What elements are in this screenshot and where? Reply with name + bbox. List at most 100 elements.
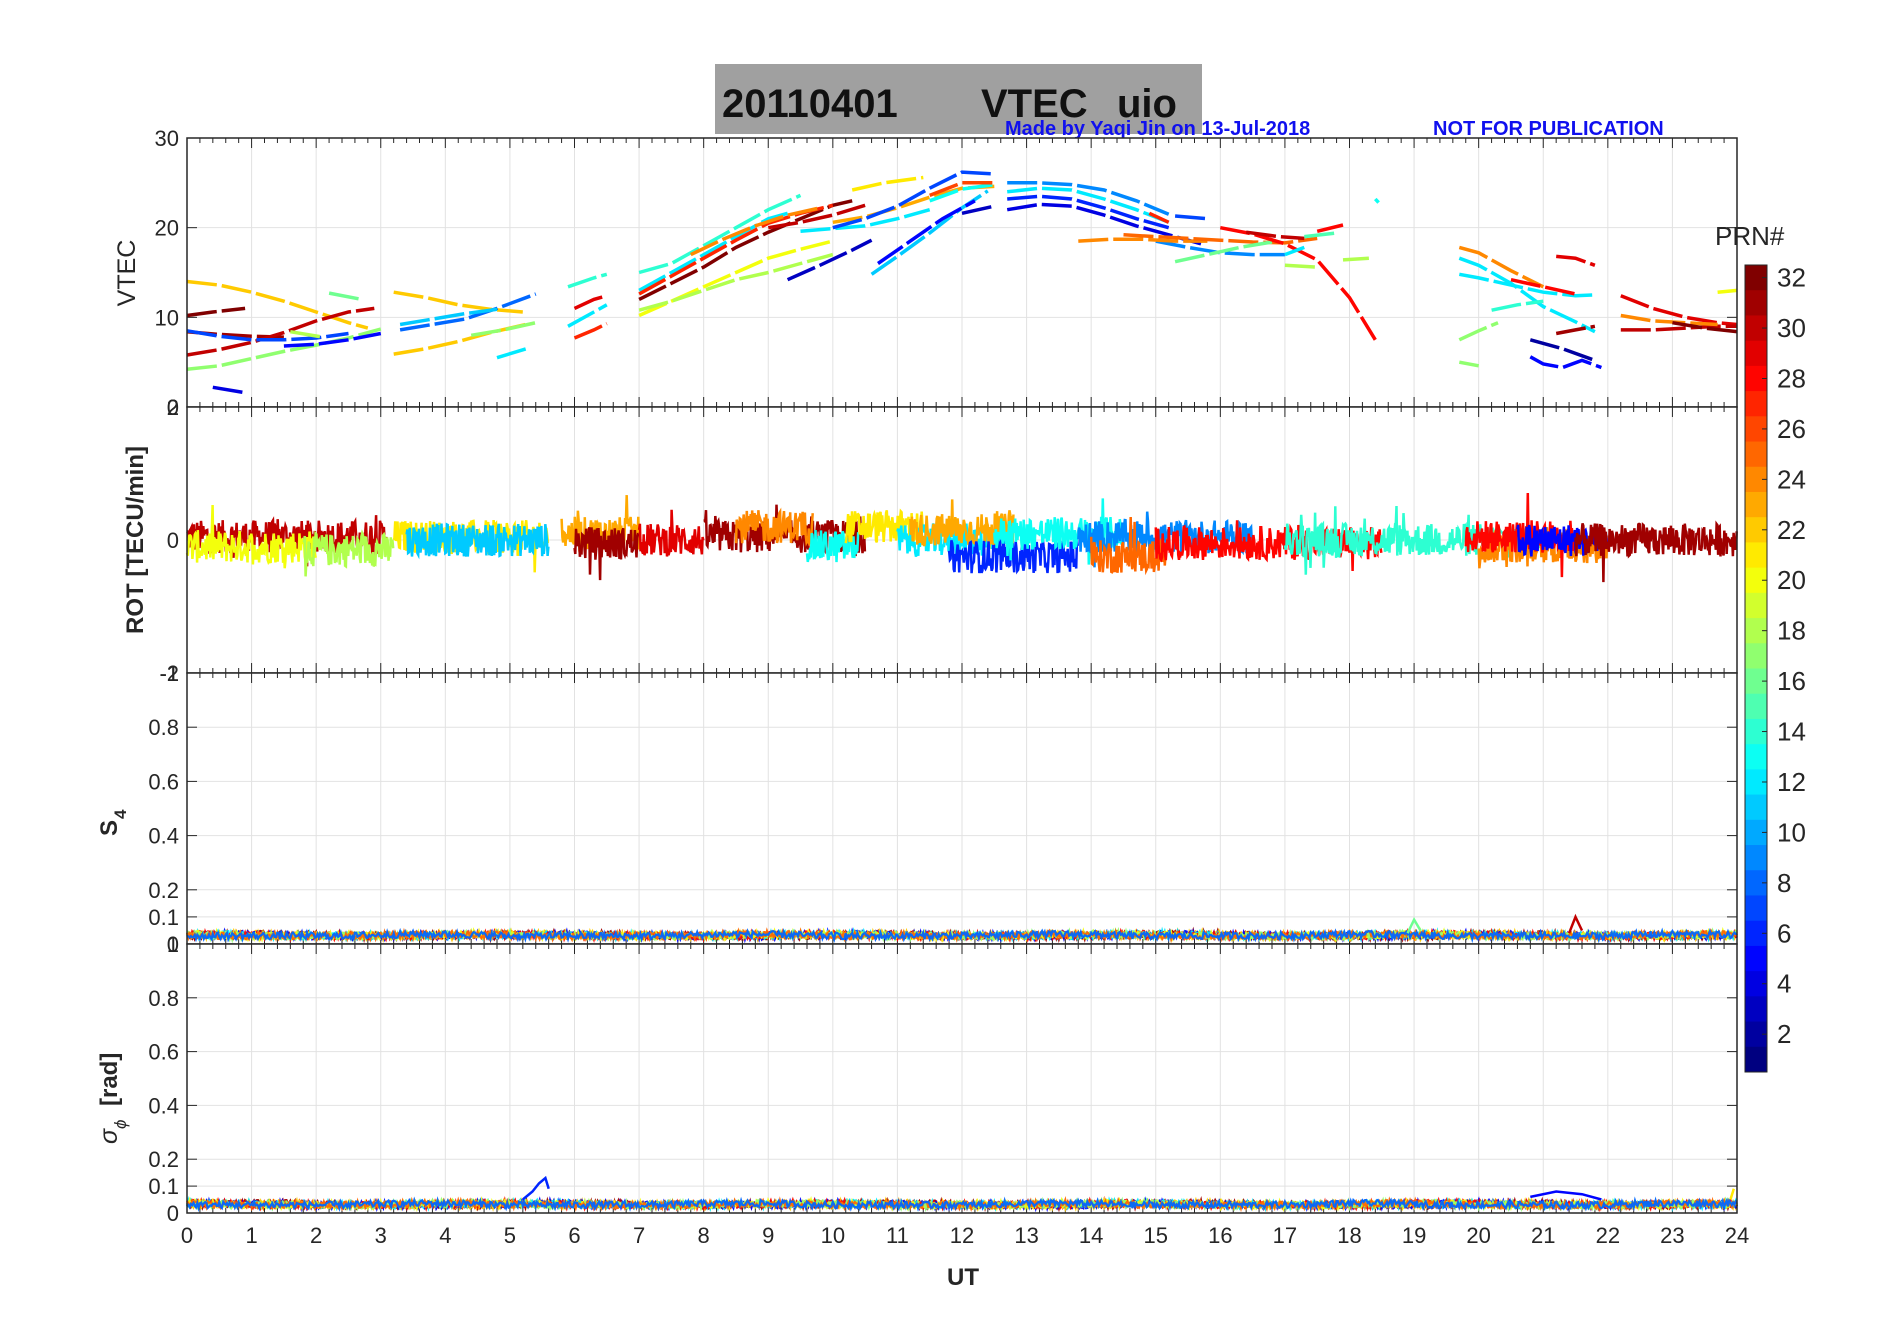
vtec-series-prn-30 [186,306,375,357]
x-tick-label: 12 [950,1223,974,1248]
vtec-series-prn-17 [186,327,382,372]
title-date: 20110401 [722,82,898,126]
s4-ytick-label: 1 [167,661,179,686]
colorbar-frame [1744,264,1768,1073]
vtec-series-prn-2 [1529,338,1596,363]
colorbar-swatch-29 [1745,340,1767,367]
vtec-series-prn-20 [1717,288,1738,294]
x-tick-label: 1 [245,1223,257,1248]
x-axis-label: UT [947,1264,979,1291]
vtec-series-prn-31 [1555,324,1596,336]
vtec-series-prn-18 [1342,256,1370,262]
x-tick-label: 22 [1596,1223,1620,1248]
vtec-series-prn-5 [877,199,976,265]
colorbar-swatch-32 [1745,265,1767,291]
colorbar-swatch-12 [1745,769,1767,796]
s4-panel: 00.10.2 0.4 0.6 0.8 1 [148,661,1738,957]
rot-series-prn-23 [560,495,641,552]
colorbar-swatch-20 [1745,567,1767,594]
rot-ytick-label: 2 [167,395,179,420]
colorbar-swatch-2 [1745,1021,1767,1048]
vtec-ytick-label: 0 [167,395,179,420]
vtec-series-prn-27 [1148,211,1170,224]
vtec-series-prn-13 [929,182,995,203]
vtec-series-prn-32 [638,199,853,301]
colorbar-label: PRN# [1715,221,1785,251]
rot-series-prn-31 [1574,520,1738,583]
s4-ytick-label: 0 [167,932,179,957]
vtec-series-prn-22 [186,279,369,330]
vtec-series-prn-17 [470,320,537,338]
vtec-series-prn-24 [1458,245,1545,289]
s4-ytick-label: 0.8 [148,715,179,740]
x-tick-label: 20 [1466,1223,1490,1248]
vtec-series-prn-18 [1284,263,1318,269]
s4-spike-prn-16 [1406,916,1422,934]
sigma-ytick-label: 0 [167,1201,179,1226]
colorbar-tick-label: 8 [1777,868,1791,898]
colorbar-swatch-17 [1745,643,1767,669]
vtec-series-prn-21 [851,175,924,192]
vtec-series-prn-5 [1529,355,1603,370]
x-tick-label: 14 [1079,1223,1103,1248]
vtec-series-prn-7 [1174,214,1208,221]
x-tick-label: 13 [1014,1223,1038,1248]
colorbar-tick-label: 6 [1777,918,1791,948]
colorbar-swatch-16 [1745,668,1767,695]
sigma-spike-prn-6 [522,1175,550,1201]
colorbar-swatch-8 [1745,870,1767,896]
vtec-series-prn-7 [832,170,995,230]
vtec-series-prn-9 [1007,181,1170,216]
vtec-series-prn-8 [399,292,537,332]
vtec-series-prn-29 [1620,294,1738,327]
vtec-series-prn-12 [1458,256,1596,334]
rot-series-prn-24 [734,507,814,547]
vtec-series-prn-20 [638,239,834,318]
vtec-series-prn-12 [567,303,608,328]
vtec-ylabel: VTEC [113,240,141,307]
vtec-series-prn-24 [1620,313,1718,327]
rot-series-prn-18 [302,529,395,577]
vtec-series-prn-12 [496,346,530,360]
vtec-series-prn-26 [929,181,995,198]
rot-ylabel: ROT [TECU/min] [122,446,149,634]
vtec-series-prn-12 [800,208,931,234]
rot-series-prn-25 [1089,516,1170,576]
s4-ylabel-main: S [96,820,123,836]
vtec-series-prn-12 [1007,186,1170,224]
vtec-panel: 0 10 20 30 [155,126,1738,420]
colorbar-swatch-18 [1745,618,1767,644]
rot-series-prn-29 [637,509,705,557]
vtec-series-prn-28 [1510,277,1576,296]
vtec-series-prn-14 [567,272,608,289]
vtec-series-prn-15 [1304,231,1337,239]
vtec-series-prn-24 [690,206,821,257]
colorbar-swatch-25 [1745,441,1767,468]
colorbar-swatch-1 [1745,1046,1767,1073]
rot-series-prn-13 [993,498,1125,565]
colorbar-tick-label: 4 [1777,969,1791,999]
vtec-series-prn-23 [832,184,995,225]
title-station: uio [1117,82,1177,126]
vtec-series-prn-32 [1672,320,1738,334]
sigma-series-prn-8 [186,1196,1738,1213]
x-tick-label: 2 [310,1223,322,1248]
rot-overlap-bottom-label: -1 [159,661,179,686]
vtec-series-prn-11 [399,307,498,327]
colorbar-tick-label: 20 [1777,565,1806,595]
s4-ytick-label: 0.2 [148,878,179,903]
rot-series-prn-28 [1154,520,1383,572]
vtec-series-prn-25 [1123,233,1318,245]
rot-overlap-top-label: 2 [167,395,179,420]
vtec-ytick-label: 10 [155,305,179,330]
vtec-series-prn-22 [393,321,530,356]
sigma-ytick-label: 0.8 [148,986,179,1011]
x-tick-label: 6 [568,1223,580,1248]
x-tick-label: 17 [1273,1223,1297,1248]
vtec-series-prn-12 [1458,272,1595,298]
x-tick-label: 8 [698,1223,710,1248]
sigma-ytick-label: 1 [167,932,179,957]
colorbar-swatch-9 [1745,845,1767,871]
colorbar-tick-label: 24 [1777,464,1806,494]
